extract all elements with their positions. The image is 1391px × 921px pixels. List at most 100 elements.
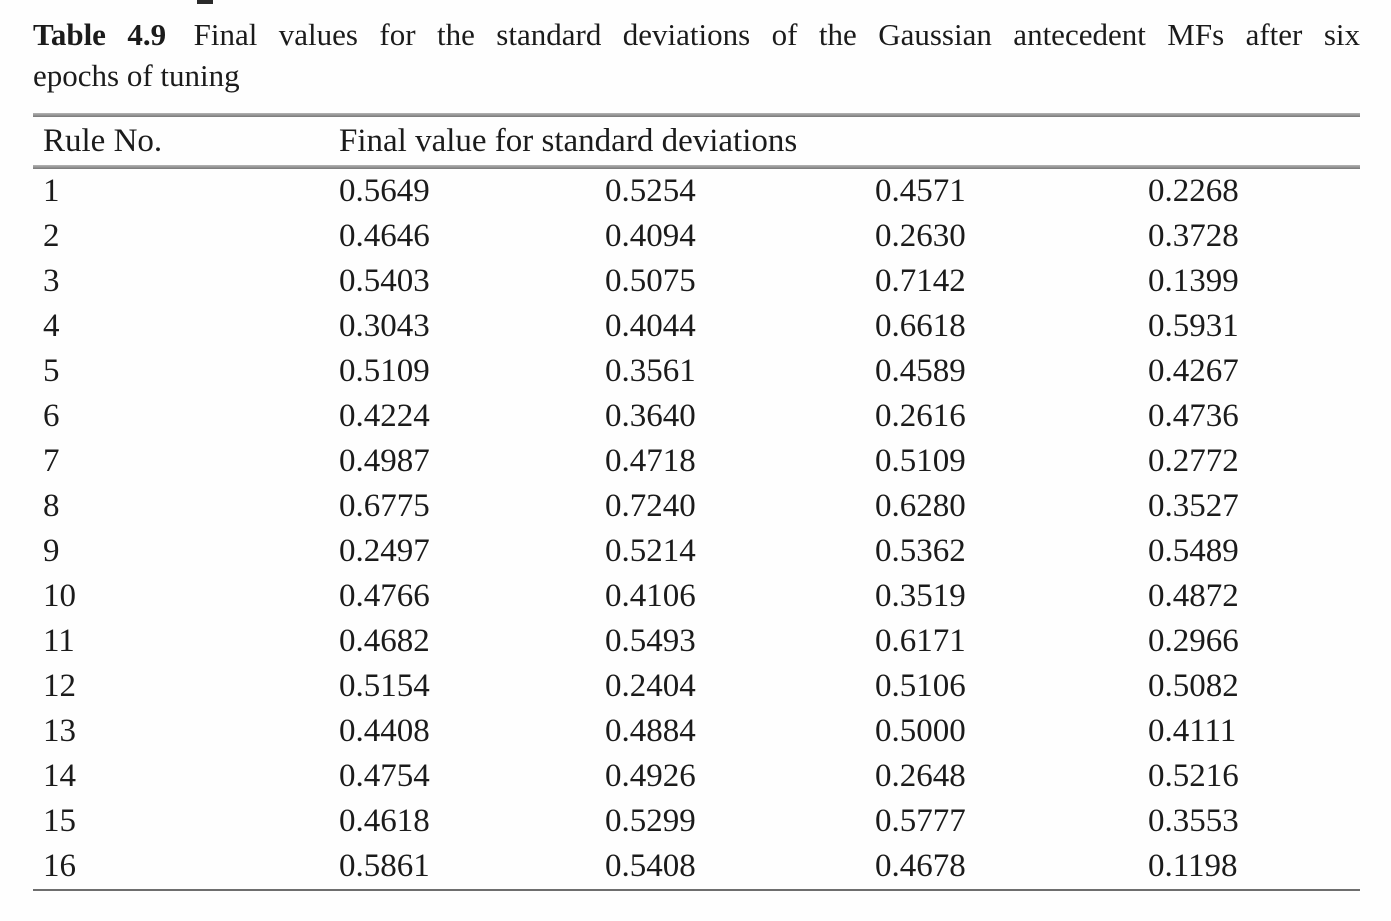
std-deviation-value-cell: 0.4718: [605, 443, 696, 479]
std-deviation-value-cell: 0.5493: [605, 623, 696, 659]
rule-number-cell: 16: [43, 848, 76, 884]
std-deviation-value-cell: 0.5106: [875, 668, 966, 704]
std-deviation-value-cell: 0.4754: [339, 758, 430, 794]
table-header-row: Rule No. Final value for standard deviat…: [33, 117, 1360, 165]
table-top-rule: [33, 113, 1360, 117]
table-caption-line1: Table 4.9 Final values for the standard …: [33, 14, 1360, 55]
std-deviation-value-cell: 0.4618: [339, 803, 430, 839]
scan-artifact: [197, 0, 213, 4]
std-deviation-value-cell: 0.4884: [605, 713, 696, 749]
std-deviation-value-cell: 0.6775: [339, 488, 430, 524]
std-deviation-value-cell: 0.4678: [875, 848, 966, 884]
std-deviation-value-cell: 0.4044: [605, 308, 696, 344]
std-deviation-value-cell: 0.4682: [339, 623, 430, 659]
std-deviation-value-cell: 0.2404: [605, 668, 696, 704]
table-body: 1 0.5649 0.5254 0.4571 0.2268 2 0.4646 0.4094 0.…: [33, 169, 1360, 889]
std-deviation-value-cell: 0.2648: [875, 758, 966, 794]
rule-number-cell: 12: [43, 668, 76, 704]
std-deviation-value-cell: 0.4094: [605, 218, 696, 254]
table-row: 5 0.5109 0.3561 0.4589 0.4267: [33, 349, 1360, 394]
std-deviation-value-cell: 0.5861: [339, 848, 430, 884]
rule-number-cell: 4: [43, 308, 60, 344]
std-deviation-value-cell: 0.5408: [605, 848, 696, 884]
table-caption-number: Table 4.9: [33, 17, 167, 52]
rule-number-cell: 10: [43, 578, 76, 614]
table-caption-line2: epochs of tuning: [33, 58, 240, 93]
std-deviation-value-cell: 0.4736: [1148, 398, 1239, 434]
rule-number-cell: 5: [43, 353, 60, 389]
rule-number-cell: 11: [43, 623, 75, 659]
std-deviation-value-cell: 0.4571: [875, 173, 966, 209]
std-deviation-value-cell: 0.5403: [339, 263, 430, 299]
table-bottom-rule: [33, 889, 1360, 891]
table-row: 16 0.5861 0.5408 0.4678 0.1198: [33, 844, 1360, 889]
std-deviation-value-cell: 0.5489: [1148, 533, 1239, 569]
rule-number-cell: 14: [43, 758, 76, 794]
std-deviation-value-cell: 0.1198: [1148, 848, 1238, 884]
std-deviation-value-cell: 0.3640: [605, 398, 696, 434]
std-deviation-value-cell: 0.3527: [1148, 488, 1239, 524]
std-deviation-value-cell: 0.5075: [605, 263, 696, 299]
table-row: 15 0.4618 0.5299 0.5777 0.3553: [33, 799, 1360, 844]
table-row: 6 0.4224 0.3640 0.2616 0.4736: [33, 394, 1360, 439]
std-deviation-value-cell: 0.3728: [1148, 218, 1239, 254]
table-row: 7 0.4987 0.4718 0.5109 0.2772: [33, 439, 1360, 484]
std-deviation-value-cell: 0.4408: [339, 713, 430, 749]
std-deviation-value-cell: 0.2966: [1148, 623, 1239, 659]
table-row: 3 0.5403 0.5075 0.7142 0.1399: [33, 259, 1360, 304]
std-deviation-value-cell: 0.3561: [605, 353, 696, 389]
rule-number-cell: 8: [43, 488, 60, 524]
table-header-rule: [33, 165, 1360, 169]
std-deviation-value-cell: 0.4111: [1148, 713, 1237, 749]
std-deviation-value-cell: 0.5214: [605, 533, 696, 569]
table-caption: Table 4.9 Final values for the standard …: [33, 14, 1360, 96]
std-deviation-value-cell: 0.4224: [339, 398, 430, 434]
std-deviation-value-cell: 0.4589: [875, 353, 966, 389]
rule-number-cell: 13: [43, 713, 76, 749]
std-deviation-value-cell: 0.5931: [1148, 308, 1239, 344]
std-deviation-value-cell: 0.5362: [875, 533, 966, 569]
rule-number-cell: 9: [43, 533, 60, 569]
column-header-rule-no: Rule No.: [43, 122, 163, 159]
std-deviation-value-cell: 0.5299: [605, 803, 696, 839]
std-deviation-value-cell: 0.4872: [1148, 578, 1239, 614]
table-row: 4 0.3043 0.4044 0.6618 0.5931: [33, 304, 1360, 349]
std-deviation-value-cell: 0.5216: [1148, 758, 1239, 794]
rule-number-cell: 3: [43, 263, 60, 299]
std-deviation-value-cell: 0.6280: [875, 488, 966, 524]
std-deviation-value-cell: 0.2616: [875, 398, 966, 434]
std-deviation-value-cell: 0.1399: [1148, 263, 1239, 299]
std-deviation-value-cell: 0.6618: [875, 308, 966, 344]
std-deviation-value-cell: 0.4106: [605, 578, 696, 614]
std-deviation-value-cell: 0.4926: [605, 758, 696, 794]
rule-number-cell: 1: [43, 173, 60, 209]
std-deviation-value-cell: 0.3519: [875, 578, 966, 614]
std-deviation-value-cell: 0.4987: [339, 443, 430, 479]
std-deviation-value-cell: 0.5082: [1148, 668, 1239, 704]
std-deviation-value-cell: 0.5109: [339, 353, 430, 389]
table-row: 14 0.4754 0.4926 0.2648 0.5216: [33, 754, 1360, 799]
table-row: 11 0.4682 0.5493 0.6171 0.2966: [33, 619, 1360, 664]
table-row: 8 0.6775 0.7240 0.6280 0.3527: [33, 484, 1360, 529]
std-deviation-value-cell: 0.5254: [605, 173, 696, 209]
rule-number-cell: 7: [43, 443, 60, 479]
rule-number-cell: 15: [43, 803, 76, 839]
std-deviation-value-cell: 0.5000: [875, 713, 966, 749]
std-deviation-value-cell: 0.3553: [1148, 803, 1239, 839]
std-deviation-value-cell: 0.5109: [875, 443, 966, 479]
std-deviation-value-cell: 0.5154: [339, 668, 430, 704]
std-deviation-value-cell: 0.5777: [875, 803, 966, 839]
std-deviation-value-cell: 0.2497: [339, 533, 430, 569]
table-row: 10 0.4766 0.4106 0.3519 0.4872: [33, 574, 1360, 619]
rule-number-cell: 6: [43, 398, 60, 434]
std-deviation-value-cell: 0.5649: [339, 173, 430, 209]
std-deviation-value-cell: 0.4646: [339, 218, 430, 254]
std-deviation-value-cell: 0.7142: [875, 263, 966, 299]
table-row: 12 0.5154 0.2404 0.5106 0.5082: [33, 664, 1360, 709]
table-row: 1 0.5649 0.5254 0.4571 0.2268: [33, 169, 1360, 214]
table-row: 13 0.4408 0.4884 0.5000 0.4111: [33, 709, 1360, 754]
table-caption-text: Final values for the standard deviations…: [193, 17, 1360, 52]
column-header-final-values: Final value for standard deviations: [339, 122, 798, 159]
std-deviation-value-cell: 0.2772: [1148, 443, 1239, 479]
